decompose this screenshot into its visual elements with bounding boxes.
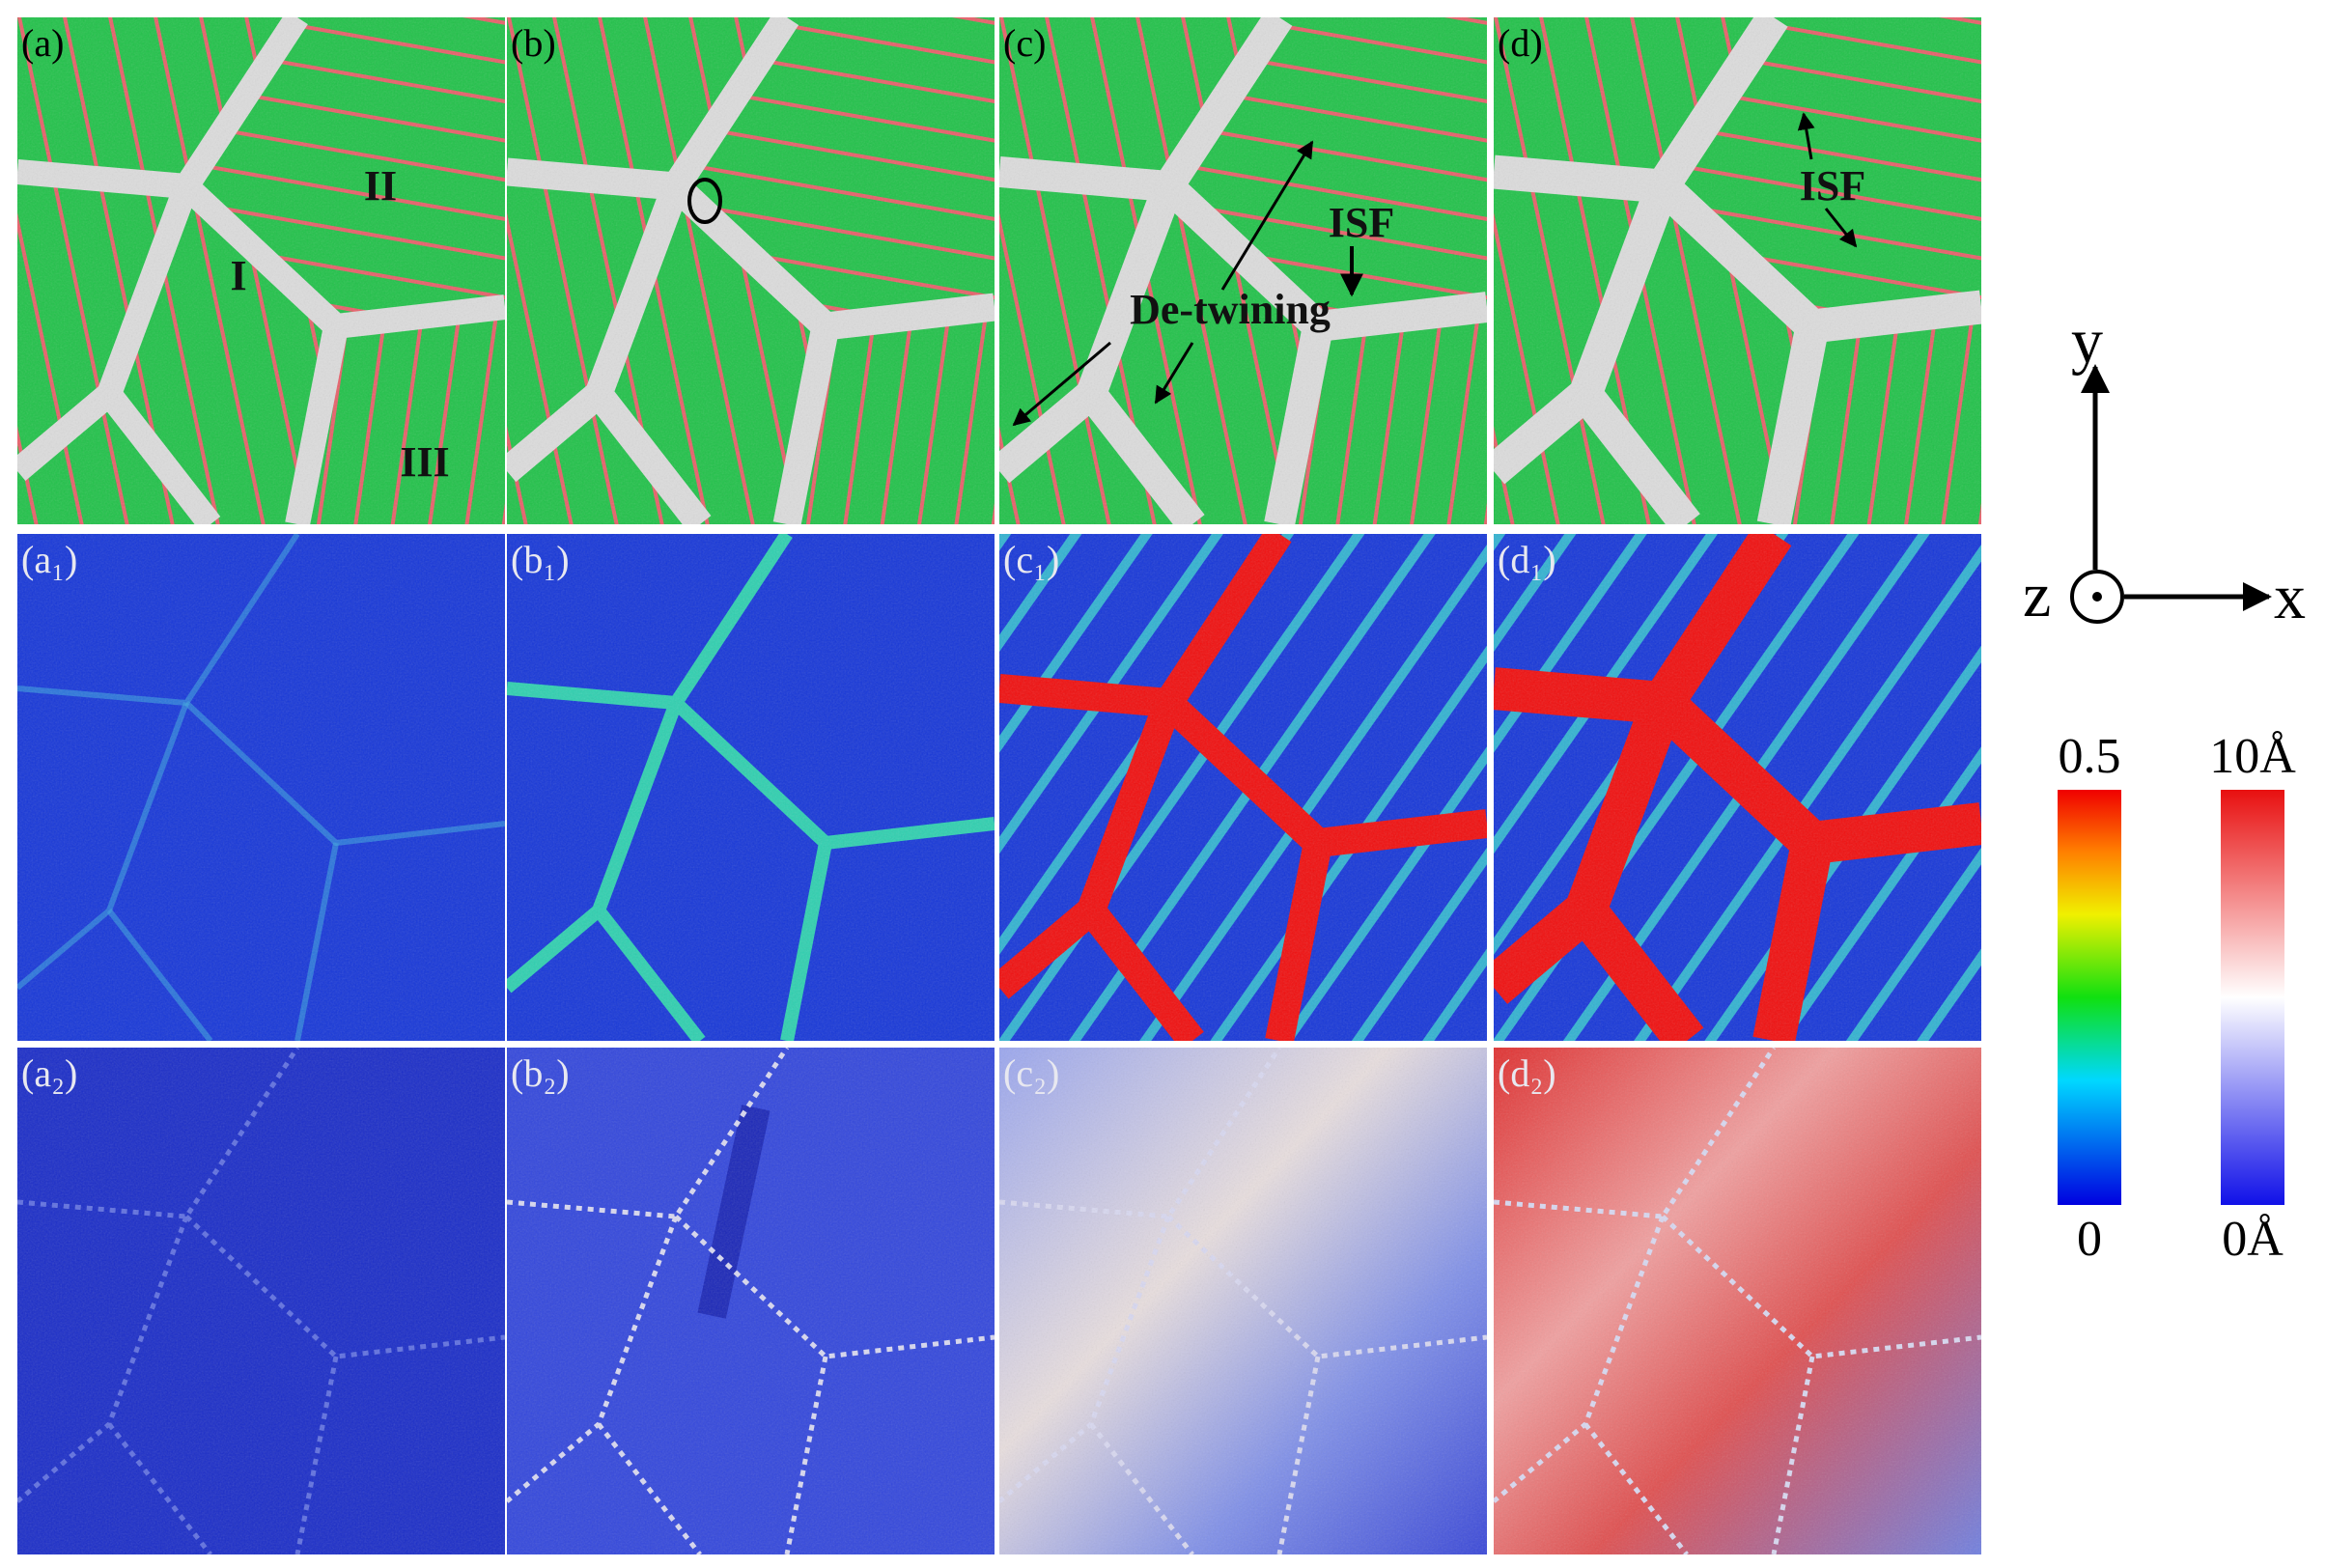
panel: (b₁)	[507, 534, 995, 1041]
grain-label: I	[230, 252, 246, 299]
axis-label: y	[2071, 306, 2103, 377]
colorbar-min: 0Å	[2222, 1212, 2284, 1267]
panel: (a₁)	[17, 534, 505, 1041]
panel-body	[1494, 1048, 1981, 1554]
texture	[1494, 534, 1981, 1041]
highlight-circle	[687, 178, 722, 224]
z-dot	[2092, 592, 2102, 602]
panel-label: (b₁)	[511, 538, 570, 581]
panel-label: (a)	[21, 21, 64, 65]
panel-body	[507, 17, 995, 524]
arrow	[1012, 341, 1111, 427]
texture	[1494, 17, 1981, 524]
colorbar-max: 10Å	[2209, 729, 2296, 784]
grain-label: II	[364, 162, 397, 210]
colorbars: 0.5 0 10Å 0Å	[2058, 729, 2296, 1267]
panel-grid: (a) (b) (c) (d) (a₁) (b₁) (c₁) (d₁) (a₂) (b₂) (c₂)…	[17, 17, 1981, 1554]
isf-label: ISF	[1800, 162, 1865, 210]
panel: (a)	[17, 17, 505, 524]
texture	[999, 534, 1487, 1041]
arrow	[1797, 112, 1815, 160]
annotations: I II III ISF De-twining ISF	[230, 112, 1865, 486]
colorbar-min: 0	[2077, 1212, 2102, 1267]
panel: (c)	[999, 17, 1487, 524]
panel-body	[999, 534, 1487, 1041]
texture	[1494, 1048, 1981, 1554]
panel-body	[999, 1048, 1487, 1554]
panel-label: (c₂)	[1003, 1051, 1059, 1095]
panel-label: (c₁)	[1003, 538, 1059, 581]
panel-label: (b₂)	[511, 1051, 570, 1095]
panel-label: (c)	[1003, 21, 1046, 65]
texture	[17, 17, 505, 524]
panel: (c₁)	[999, 534, 1487, 1041]
panel-body	[507, 1048, 995, 1554]
panel-label: (a₁)	[21, 538, 77, 581]
panel: (b)	[507, 17, 995, 524]
panels: (a) (b) (c) (d) (a₁) (b₁) (c₁) (d₁) (a₂) (b₂) (c₂)…	[17, 17, 1981, 1554]
texture	[507, 17, 995, 524]
axis-label: z	[2023, 560, 2051, 630]
panel-body	[17, 1048, 505, 1554]
texture	[999, 1048, 1487, 1554]
arrow	[1824, 208, 1858, 248]
panel-body	[1494, 17, 1981, 524]
texture	[507, 534, 995, 1041]
panel: (d₁)	[1494, 534, 1981, 1041]
panel: (d)	[1494, 17, 1981, 524]
texture	[999, 17, 1487, 524]
panel-label: (d)	[1498, 21, 1543, 65]
colorbar-max: 0.5	[2059, 729, 2121, 784]
panel-label: (d₂)	[1498, 1051, 1556, 1095]
colorbar	[2221, 790, 2284, 1205]
texture	[17, 534, 505, 1041]
detwinning-label: De-twining	[1130, 286, 1331, 333]
coordinate-axes: y z x	[2023, 306, 2306, 632]
panel-body	[507, 534, 995, 1041]
panel-label: (a₂)	[21, 1051, 77, 1095]
arrow	[1220, 140, 1314, 291]
panel: (a₂)	[17, 1048, 505, 1554]
texture	[507, 1048, 995, 1554]
panel-body	[17, 534, 505, 1041]
panel: (b₂)	[507, 1048, 995, 1554]
panel: (c₂)	[999, 1048, 1487, 1554]
panel-body	[999, 17, 1487, 524]
panel-label: (b)	[511, 21, 556, 65]
panel-body	[1494, 534, 1981, 1041]
texture	[17, 1048, 505, 1554]
isf-label: ISF	[1329, 199, 1394, 246]
z-circle	[2070, 570, 2124, 624]
panel-body	[17, 17, 505, 524]
arrow	[1154, 342, 1194, 405]
panel: (d₂)	[1494, 1048, 1981, 1554]
panel-label: (d₁)	[1498, 538, 1556, 581]
colorbar	[2058, 790, 2121, 1205]
grain-label: III	[400, 438, 449, 486]
axis-label: x	[2274, 562, 2306, 632]
